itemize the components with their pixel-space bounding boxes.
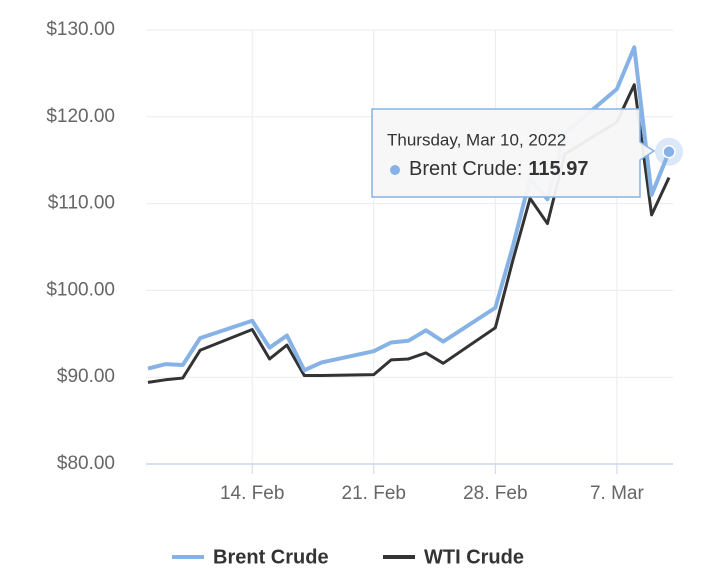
tooltip-marker: [390, 165, 400, 175]
tooltip-box: [371, 108, 656, 198]
legend-label: Brent Crude: [213, 546, 329, 568]
y-tick-label: $130.00: [46, 19, 115, 40]
x-tick-label: 28. Feb: [463, 483, 527, 504]
series-line: [147, 45, 671, 373]
legend-item[interactable]: WTI Crude: [383, 546, 524, 568]
x-tick-label: 21. Feb: [342, 483, 406, 504]
y-tick-label: $80.00: [57, 453, 115, 474]
tooltip-text: Brent Crude: 115.97: [409, 158, 588, 180]
tooltip-label: Brent Crude:: [409, 158, 522, 180]
y-tick-label: $90.00: [57, 366, 115, 387]
legend-label: WTI Crude: [424, 546, 524, 568]
tooltip-title: Thursday, Mar 10, 2022: [387, 130, 566, 149]
y-tick-label: $100.00: [46, 279, 115, 300]
y-tick-label: $120.00: [46, 106, 115, 127]
y-tick-label: $110.00: [48, 193, 115, 214]
hover-point: [662, 145, 676, 159]
x-tick-label: 7. Mar: [590, 483, 645, 504]
legend-item[interactable]: Brent Crude: [172, 546, 329, 568]
x-tick-label: 14. Feb: [220, 483, 284, 504]
tooltip: Thursday, Mar 10, 2022 Brent Crude: 115.97: [371, 108, 656, 198]
tooltip-value: 115.97: [528, 158, 588, 180]
